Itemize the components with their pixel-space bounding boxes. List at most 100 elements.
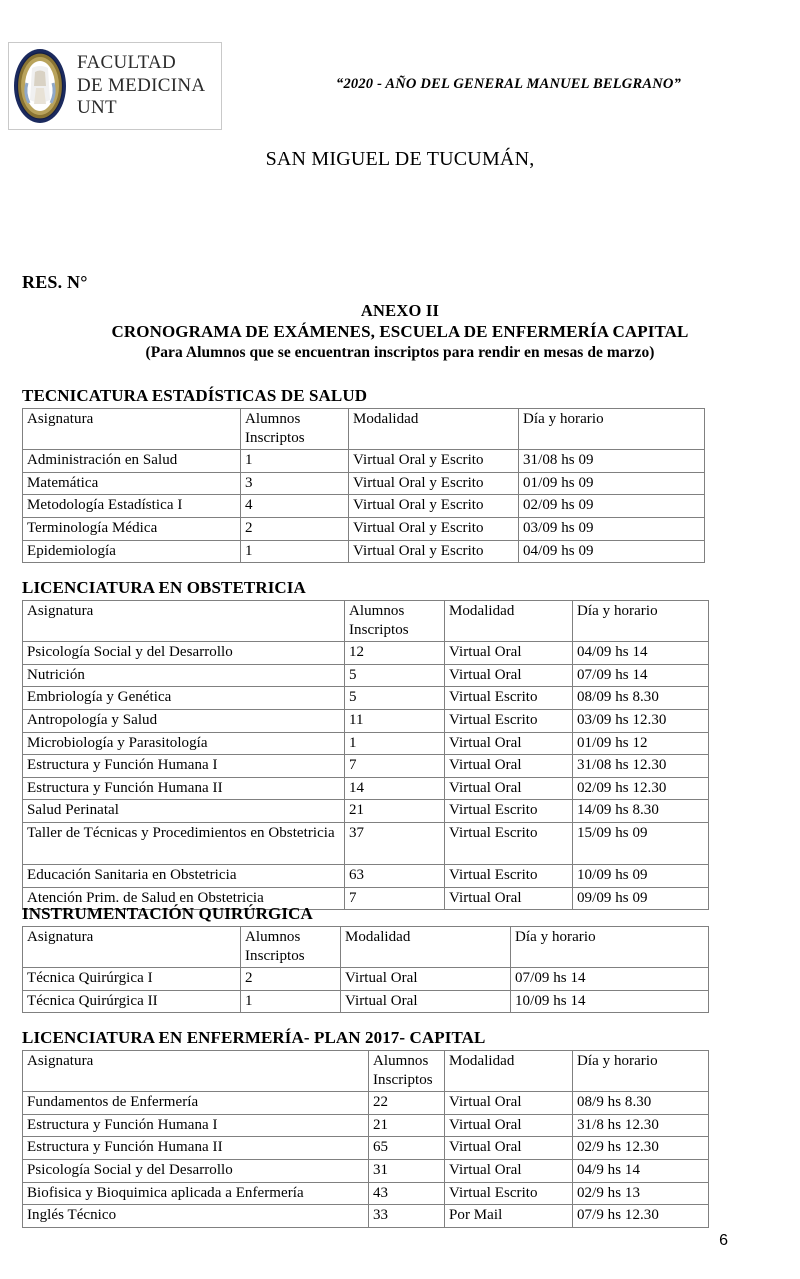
column-header-modalidad: Modalidad <box>444 599 573 643</box>
unt-medicine-seal-icon <box>13 48 67 124</box>
cell-modalidad: Virtual Oral y Escrito <box>348 449 519 473</box>
cell-alumnos: 33 <box>368 1204 445 1228</box>
table-row: Fundamentos de Enfermería 22 Virtual Oral 0… <box>22 1091 709 1115</box>
cell-modalidad: Virtual Oral <box>444 754 573 778</box>
column-header-dia-horario: Día y horario <box>572 1049 709 1093</box>
cell-asignatura: Técnica Quirúrgica II <box>22 989 241 1014</box>
cell-asignatura: Nutrición <box>22 663 345 688</box>
column-header-alumnos-inscriptos: Alumnos Inscriptos <box>240 407 349 451</box>
table-row: Terminología Médica 2 Virtual Oral y Escri… <box>22 516 705 541</box>
cell-alumnos: 21 <box>344 799 445 823</box>
cell-alumnos: 7 <box>344 754 445 778</box>
cell-modalidad: Virtual Oral <box>444 731 573 756</box>
cell-alumnos: 1 <box>344 731 445 756</box>
table-row: Estructura y Función Humana I 21 Virtual O… <box>22 1113 709 1138</box>
section-title: LICENCIATURA EN ENFERMERÍA- PLAN 2017- C… <box>22 1028 486 1047</box>
table-header-row: Asignatura Alumnos Inscriptos Modalidad Día … <box>22 599 709 643</box>
column-header-alumnos: Alumnos <box>245 929 301 945</box>
column-header-inscriptos: Inscriptos <box>373 1071 433 1088</box>
city-line: SAN MIGUEL DE TUCUMÁN, <box>265 148 535 170</box>
cell-alumnos: 1 <box>240 989 341 1014</box>
cell-modalidad: Virtual Oral y Escrito <box>348 539 519 564</box>
cell-dia-horario: 04/09 hs 14 <box>572 641 709 665</box>
column-header-modalidad: Modalidad <box>348 407 519 451</box>
cell-alumnos: 22 <box>368 1091 445 1115</box>
cell-dia-horario: 31/8 hs 12.30 <box>572 1113 709 1138</box>
table-row: Metodología Estadística I 4 Virtual Oral y… <box>22 494 705 518</box>
schedule-section: TECNICATURA ESTADÍSTICAS DE SALUD Asignat… <box>22 386 705 564</box>
cell-alumnos: 43 <box>368 1181 445 1206</box>
table-row: Taller de Técnicas y Procedimientos en O… <box>22 821 709 865</box>
cell-asignatura: Salud Perinatal <box>22 799 345 823</box>
cell-asignatura: Estructura y Función Humana II <box>22 776 345 801</box>
cell-dia-horario: 02/9 hs 12.30 <box>572 1136 709 1160</box>
cell-asignatura: Matemática <box>22 471 241 496</box>
document-header: FACULTAD DE MEDICINA UNT “2020 - AÑO DEL… <box>0 0 800 140</box>
table-row: Atención Prim. de Salud en Obstetricia 7 V… <box>22 886 709 911</box>
cell-asignatura: Educación Sanitaria en Obstetricia <box>22 863 345 888</box>
cell-modalidad: Virtual Oral <box>340 967 511 991</box>
cell-alumnos: 21 <box>368 1113 445 1138</box>
cell-alumnos: 63 <box>344 863 445 888</box>
table-row: Matemática 3 Virtual Oral y Escrito 01/09 h… <box>22 471 705 496</box>
table-row: Inglés Técnico 33 Por Mail 07/9 hs 12.30 <box>22 1204 709 1228</box>
table-row: Psicología Social y del Desarrollo 31 Virt… <box>22 1158 709 1183</box>
table-row: Psicología Social y del Desarrollo 12 Virt… <box>22 641 709 665</box>
cell-modalidad: Virtual Oral <box>444 886 573 911</box>
anexo-title: ANEXO II <box>360 301 440 320</box>
cell-alumnos: 12 <box>344 641 445 665</box>
cell-modalidad: Virtual Oral <box>444 641 573 665</box>
schedule-table: Asignatura Alumnos Inscriptos Modalidad Día … <box>22 925 709 1014</box>
cell-modalidad: Virtual Oral y Escrito <box>348 471 519 496</box>
cell-modalidad: Virtual Oral <box>444 1136 573 1160</box>
cell-asignatura: Psicología Social y del Desarrollo <box>22 1158 369 1183</box>
column-header-dia-horario: Día y horario <box>518 407 705 451</box>
column-header-modalidad: Modalidad <box>444 1049 573 1093</box>
cell-dia-horario: 04/9 hs 14 <box>572 1158 709 1183</box>
table-header-row: Asignatura Alumnos Inscriptos Modalidad Día … <box>22 1049 709 1093</box>
cell-modalidad: Virtual Oral y Escrito <box>348 516 519 541</box>
cell-alumnos: 7 <box>344 886 445 911</box>
column-header-dia-horario: Día y horario <box>572 599 709 643</box>
cell-asignatura: Epidemiología <box>22 539 241 564</box>
cell-modalidad: Virtual Oral <box>444 1091 573 1115</box>
cell-alumnos: 14 <box>344 776 445 801</box>
cell-alumnos: 5 <box>344 686 445 710</box>
cell-asignatura: Terminología Médica <box>22 516 241 541</box>
table-row: Epidemiología 1 Virtual Oral y Escrito 04/0… <box>22 539 705 564</box>
column-header-asignatura: Asignatura <box>22 1049 369 1093</box>
cell-dia-horario: 02/9 hs 13 <box>572 1181 709 1206</box>
cell-asignatura: Microbiología y Parasitología <box>22 731 345 756</box>
cell-dia-horario: 09/09 hs 09 <box>572 886 709 911</box>
header-motto: “2020 - AÑO DEL GENERAL MANUEL BELGRANO” <box>336 76 682 92</box>
resolution-label: RES. N° <box>22 272 88 292</box>
cell-alumnos: 4 <box>240 494 349 518</box>
table-row: Antropología y Salud 11 Virtual Escrito 03/… <box>22 708 709 733</box>
cell-asignatura: Metodología Estadística I <box>22 494 241 518</box>
cell-modalidad: Virtual Oral y Escrito <box>348 494 519 518</box>
anexo-subtitle: CRONOGRAMA DE EXÁMENES, ESCUELA DE ENFER… <box>111 322 689 342</box>
cell-dia-horario: 15/09 hs 09 <box>572 821 709 865</box>
column-header-alumnos: Alumnos <box>245 411 301 427</box>
anexo-heading-block: ANEXO II CRONOGRAMA DE EXÁMENES, ESCUELA… <box>0 300 800 363</box>
logo-line-1: FACULTAD <box>77 52 177 74</box>
cell-modalidad: Virtual Escrito <box>444 686 573 710</box>
schedule-table: Asignatura Alumnos Inscriptos Modalidad Día … <box>22 1049 709 1228</box>
schedule-section: INSTRUMENTACIÓN QUIRÚRGICA Asignatura Alum… <box>22 904 709 1014</box>
cell-dia-horario: 31/08 hs 09 <box>518 449 705 473</box>
cell-modalidad: Virtual Escrito <box>444 799 573 823</box>
column-header-alumnos: Alumnos <box>373 1053 429 1069</box>
cell-modalidad: Por Mail <box>444 1204 573 1228</box>
table-header-row: Asignatura Alumnos Inscriptos Modalidad Día … <box>22 925 709 969</box>
table-row: Embriología y Genética 5 Virtual Escrito 08… <box>22 686 709 710</box>
table-row: Estructura y Función Humana II 14 Virtual … <box>22 776 709 801</box>
faculty-logo-box: FACULTAD DE MEDICINA UNT <box>8 42 222 130</box>
cell-alumnos: 31 <box>368 1158 445 1183</box>
table-header-row: Asignatura Alumnos Inscriptos Modalidad Día … <box>22 407 705 451</box>
cell-asignatura: Biofisica y Bioquimica aplicada a Enferm… <box>22 1181 369 1206</box>
faculty-logo-text: FACULTAD DE MEDICINA UNT <box>77 52 205 119</box>
cell-asignatura: Antropología y Salud <box>22 708 345 733</box>
column-header-modalidad: Modalidad <box>340 925 511 969</box>
column-header-inscriptos: Inscriptos <box>245 429 305 446</box>
table-row: Estructura y Función Humana II 65 Virtual … <box>22 1136 709 1160</box>
